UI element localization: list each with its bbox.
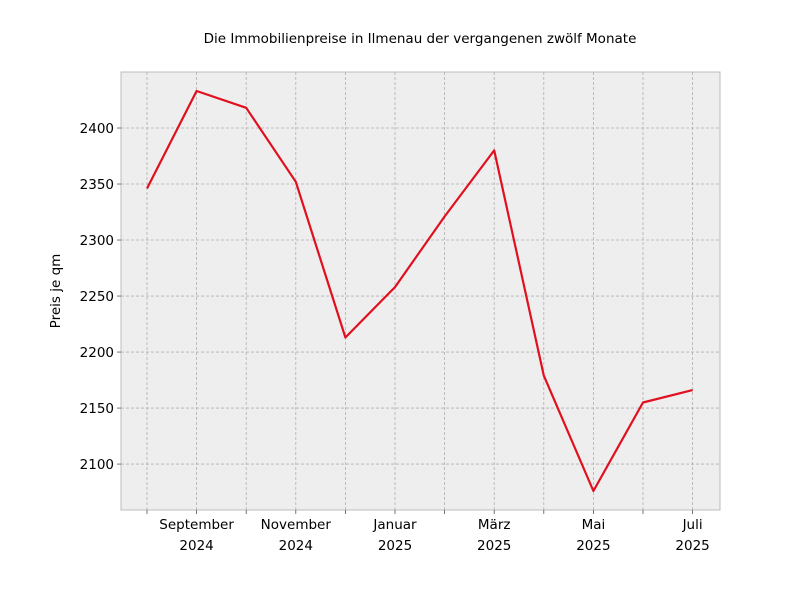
x-tick-label: Juli 2025 (675, 517, 709, 554)
y-tick-label: 2150 (80, 401, 114, 417)
y-axis-label: Preis je qm (48, 254, 64, 329)
x-axis-tick-labels: September 2024 November 2024 Januar 2025 März 2… (159, 517, 709, 554)
plot-area (120, 71, 721, 511)
y-tick-label: 2250 (80, 289, 114, 305)
y-tick-label: 2200 (80, 345, 114, 361)
y-tick-label: 2350 (80, 177, 114, 193)
grid-lines (121, 72, 720, 510)
x-tick-label: November 2024 (261, 517, 332, 554)
y-tick-label: 2100 (80, 457, 114, 473)
x-tick-label: September 2024 (159, 517, 234, 554)
series-line (146, 89, 693, 493)
x-tick-label: Mai 2025 (576, 517, 610, 554)
x-tick-label: Januar 2025 (372, 517, 417, 554)
y-axis-tick-labels: 2100 2150 2200 2250 2300 2350 2400 (80, 121, 114, 473)
series-layer (146, 89, 693, 493)
y-tick-label: 2300 (80, 233, 114, 249)
x-tick-label: März 2025 (477, 517, 511, 554)
axis-ticks (117, 127, 693, 514)
y-tick-label: 2400 (80, 121, 114, 137)
chart-title: Die Immobilienpreise in Ilmenau der verg… (204, 31, 637, 47)
